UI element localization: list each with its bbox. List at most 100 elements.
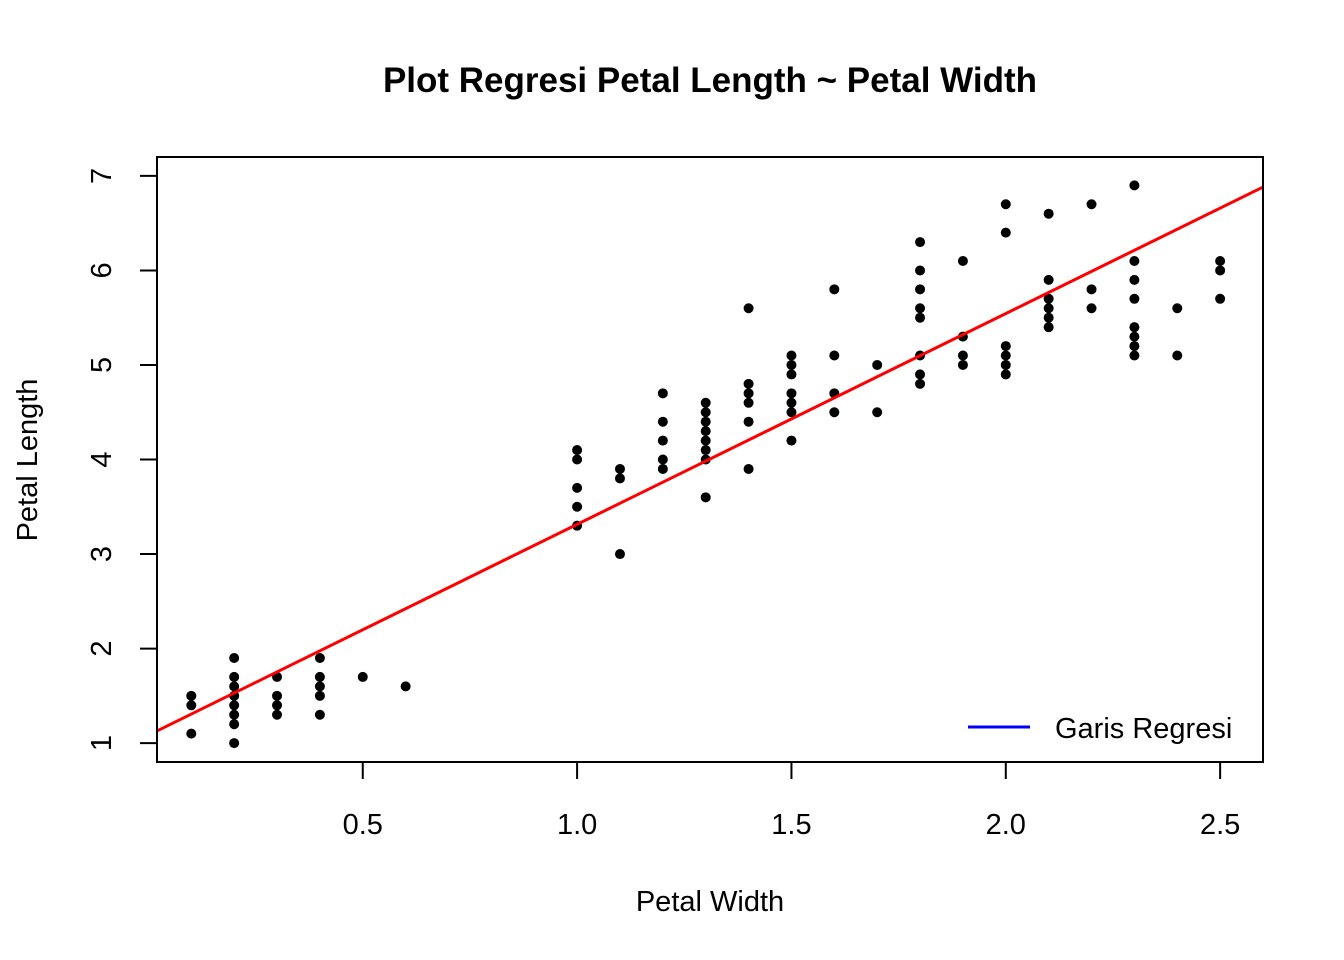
data-point [700, 397, 711, 408]
data-point [1129, 180, 1140, 191]
data-point [1000, 199, 1011, 210]
data-point [572, 454, 583, 465]
chart-title: Plot Regresi Petal Length ~ Petal Width [383, 61, 1037, 100]
data-point [614, 549, 625, 560]
data-point [229, 671, 240, 682]
data-point [1129, 322, 1140, 333]
y-tick-label: 3 [86, 546, 118, 562]
data-point [229, 653, 240, 664]
data-point [1215, 255, 1226, 266]
data-point [657, 435, 668, 446]
data-point [786, 397, 797, 408]
data-point [829, 350, 840, 361]
data-point [700, 445, 711, 456]
data-point [572, 501, 583, 512]
data-point [1043, 322, 1054, 333]
data-point [1000, 350, 1011, 361]
y-tick-label: 6 [86, 262, 118, 278]
data-point [314, 690, 325, 701]
data-point [1215, 265, 1226, 276]
data-point [314, 681, 325, 692]
data-point [572, 482, 583, 493]
data-point [743, 463, 754, 474]
data-point [272, 700, 283, 711]
data-point [915, 312, 926, 323]
data-point [186, 728, 197, 739]
x-tick-label: 2.0 [986, 809, 1026, 841]
data-point [786, 359, 797, 370]
x-axis: 0.5 1.0 1.5 2.0 2.5 [343, 761, 1240, 841]
data-point [700, 435, 711, 446]
y-tick-label: 5 [86, 357, 118, 373]
data-point [700, 426, 711, 437]
data-point [957, 255, 968, 266]
data-point [957, 350, 968, 361]
data-point [314, 671, 325, 682]
data-point [400, 681, 411, 692]
legend-label: Garis Regresi [1055, 713, 1232, 745]
y-tick-label: 7 [86, 168, 118, 184]
data-point [1043, 208, 1054, 219]
data-point [1086, 199, 1097, 210]
data-point [829, 407, 840, 418]
data-point [915, 303, 926, 314]
data-point [1129, 341, 1140, 352]
data-point [229, 719, 240, 730]
y-axis: 1 2 3 4 5 6 7 [86, 168, 158, 751]
data-point [1000, 369, 1011, 380]
data-point [1172, 303, 1183, 314]
data-point [786, 369, 797, 380]
x-tick-label: 0.5 [343, 809, 383, 841]
data-point [700, 416, 711, 427]
x-tick-label: 2.5 [1200, 809, 1240, 841]
x-tick-label: 1.5 [771, 809, 811, 841]
data-point [186, 690, 197, 701]
data-point [786, 407, 797, 418]
regression-line [156, 185, 1264, 733]
data-point [614, 463, 625, 474]
data-point [743, 378, 754, 389]
data-point [915, 378, 926, 389]
data-point [1000, 227, 1011, 238]
data-point [915, 265, 926, 276]
data-point [1086, 284, 1097, 295]
data-point [657, 463, 668, 474]
data-point [657, 416, 668, 427]
data-point [229, 681, 240, 692]
data-point [786, 388, 797, 399]
x-axis-label: Petal Width [636, 886, 784, 918]
data-point [1129, 331, 1140, 342]
data-point [872, 407, 883, 418]
data-point [314, 709, 325, 720]
data-point [186, 700, 197, 711]
data-point [743, 416, 754, 427]
data-point [1000, 341, 1011, 352]
y-tick-label: 1 [86, 735, 118, 751]
data-point [915, 237, 926, 248]
data-point [743, 388, 754, 399]
data-point [1129, 293, 1140, 304]
legend: Garis Regresi [968, 713, 1232, 745]
data-point [1000, 359, 1011, 370]
data-point [1129, 255, 1140, 266]
data-point [229, 709, 240, 720]
data-point [1129, 274, 1140, 285]
data-point [915, 284, 926, 295]
data-point [1172, 350, 1183, 361]
data-point [357, 671, 368, 682]
data-point [314, 653, 325, 664]
points-layer [186, 180, 1226, 749]
data-point [786, 350, 797, 361]
data-point [272, 690, 283, 701]
data-point [229, 700, 240, 711]
y-tick-label: 4 [86, 451, 118, 467]
data-point [743, 303, 754, 314]
data-point [272, 709, 283, 720]
y-axis-label: Petal Length [12, 379, 44, 542]
data-point [1043, 312, 1054, 323]
data-point [657, 388, 668, 399]
data-point [1086, 303, 1097, 314]
x-tick-label: 1.0 [557, 809, 597, 841]
data-point [572, 445, 583, 456]
